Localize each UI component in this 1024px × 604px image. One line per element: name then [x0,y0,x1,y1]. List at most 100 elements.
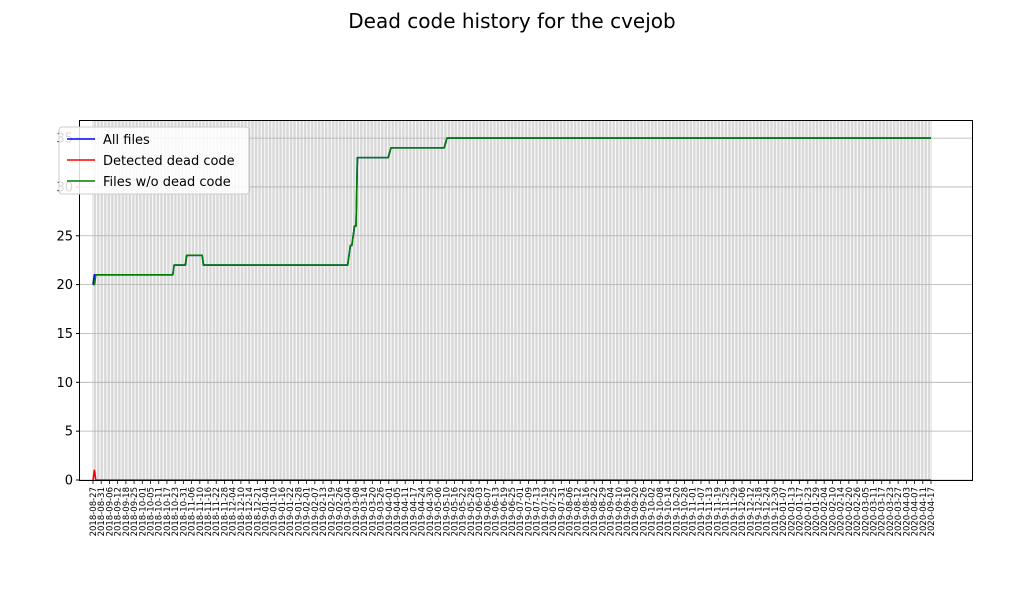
x-tick-label: 2019-11-25 [722,487,732,536]
x-tick-label: 2020-02-14 [837,487,847,536]
x-tick-label: 2020-01-29 [812,487,822,536]
x-tick-label: 2019-01-04 [262,487,272,536]
x-tick-label: 2019-01-10 [270,487,280,536]
x-tick-label: 2019-02-13 [319,487,329,536]
plot-frame [79,120,973,481]
x-tick-label: 2019-02-19 [327,487,337,536]
x-tick-label: 2020-01-23 [804,487,814,536]
x-tick-label: 2018-10-01 [138,487,148,536]
x-tick-label: 2019-09-04 [607,487,617,536]
x-tick-label: 2019-03-20 [368,487,378,536]
x-tick-label: 2019-10-08 [656,487,666,536]
x-tick-label: 2019-11-07 [697,487,707,536]
legend-box [58,126,250,195]
x-tick-label: 2020-01-07 [779,487,789,536]
x-tick-label: 2019-10-20 [672,487,682,536]
x-tick-label: 2018-08-31 [97,487,107,536]
x-tick-label: 2019-05-10 [442,487,452,536]
x-tick-label: 2018-09-25 [130,487,140,536]
x-tick-label: 2019-02-26 [335,487,345,536]
x-tick-label: 2019-12-12 [746,487,756,536]
x-tick-label: 2019-11-01 [689,487,699,536]
x-tick-label: 2019-04-24 [418,487,428,536]
x-tick-label: 2019-11-19 [713,487,723,536]
x-tick-label: 2018-11-16 [204,487,214,536]
x-tick-label: 2019-10-02 [648,487,658,536]
series-line-files-w-o-dead-code [93,137,931,286]
x-tick-label: 2018-10-17 [163,487,173,536]
x-tick-label: 2019-07-01 [516,487,526,536]
legend-label-detected-dead-code: Detected dead code [103,154,235,169]
x-tick-label: 2018-10-31 [179,487,189,536]
x-tick-label: 2019-01-22 [286,487,296,536]
x-tick-label: 2019-12-30 [771,487,781,536]
x-tick-label: 2019-06-03 [475,487,485,536]
x-tick-label: 2019-06-25 [508,487,518,536]
legend-label-all-files: All files [103,133,150,148]
x-tick-label: 2019-11-13 [705,487,715,536]
x-tick-label: 2019-09-16 [623,487,633,536]
y-tick-label: 0 [65,474,73,489]
x-tick-label: 2018-10-05 [147,487,157,536]
x-tick-label: 2020-03-05 [861,487,871,536]
x-tick-label: 2020-03-11 [869,487,879,536]
x-tick-label: 2018-11-10 [196,487,206,536]
x-tick-label: 2018-12-21 [253,487,263,536]
legend-label-files-without-dead-code: Files w/o dead code [103,175,231,190]
x-tick-label: 2018-12-04 [229,487,239,536]
x-tick-label: 2019-09-26 [639,487,649,536]
x-tick-label: 2020-01-13 [787,487,797,536]
x-tick-label: 2018-12-14 [245,487,255,536]
x-tick-label: 2019-11-29 [730,487,740,536]
x-tick-label: 2018-10-23 [171,487,181,536]
x-tick-label: 2019-05-28 [467,487,477,536]
x-axis: 2018-08-272018-08-312018-09-062018-09-12… [89,480,937,536]
x-tick-label: 2020-03-17 [878,487,888,536]
x-tick-label: 2020-04-07 [911,487,921,536]
x-tick-label: 2019-04-17 [409,487,419,536]
x-tick-label: 2019-12-24 [763,487,773,536]
x-tick-label: 2018-08-27 [89,487,99,536]
x-tick-label: 2019-05-06 [434,487,444,536]
x-tick-label: 2019-07-19 [541,487,551,536]
x-tick-label: 2019-03-08 [352,487,362,536]
y-tick-label: 10 [56,376,73,391]
legend: All files Detected dead code Files w/o d… [58,126,250,195]
x-tick-label: 2019-08-12 [574,487,584,536]
x-tick-label: 2019-01-28 [294,487,304,536]
x-tick-label: 2019-08-06 [566,487,576,536]
x-tick-label: 2019-02-07 [311,487,321,536]
x-tick-label: 2020-02-20 [845,487,855,536]
x-tick-label: 2019-05-22 [459,487,469,536]
x-tick-label: 2019-06-07 [483,487,493,536]
x-tick-label: 2019-03-14 [360,487,370,536]
x-tick-label: 2018-09-12 [114,487,124,536]
x-tick-label: 2018-12-10 [237,487,247,536]
chart-title: Dead code history for the cvejob [348,9,675,33]
x-tick-label: 2019-09-20 [631,487,641,536]
x-tick-label: 2019-06-13 [492,487,502,536]
x-tick-label: 2019-10-14 [664,487,674,536]
y-tick-label: 25 [56,229,73,244]
x-tick-label: 2020-03-27 [894,487,904,536]
x-tick-label: 2020-03-23 [886,487,896,536]
x-tick-label: 2019-08-16 [582,487,592,536]
x-tick-label: 2018-09-18 [122,487,132,536]
x-tick-label: 2020-04-17 [927,487,937,536]
x-tick-label: 2019-07-31 [557,487,567,536]
x-grid-lines [92,121,932,480]
x-tick-label: 2019-10-28 [681,487,691,536]
x-tick-label: 2018-11-22 [212,487,222,536]
y-tick-label: 5 [65,425,73,440]
x-tick-label: 2020-02-26 [853,487,863,536]
x-tick-label: 2019-03-04 [344,487,354,536]
x-tick-label: 2019-07-25 [549,487,559,536]
x-tick-label: 2019-09-10 [615,487,625,536]
x-tick-label: 2019-12-18 [754,487,764,536]
x-tick-label: 2019-04-11 [401,487,411,536]
y-tick-label: 20 [56,278,73,293]
x-tick-label: 2019-07-13 [533,487,543,536]
x-tick-label: 2019-05-16 [450,487,460,536]
